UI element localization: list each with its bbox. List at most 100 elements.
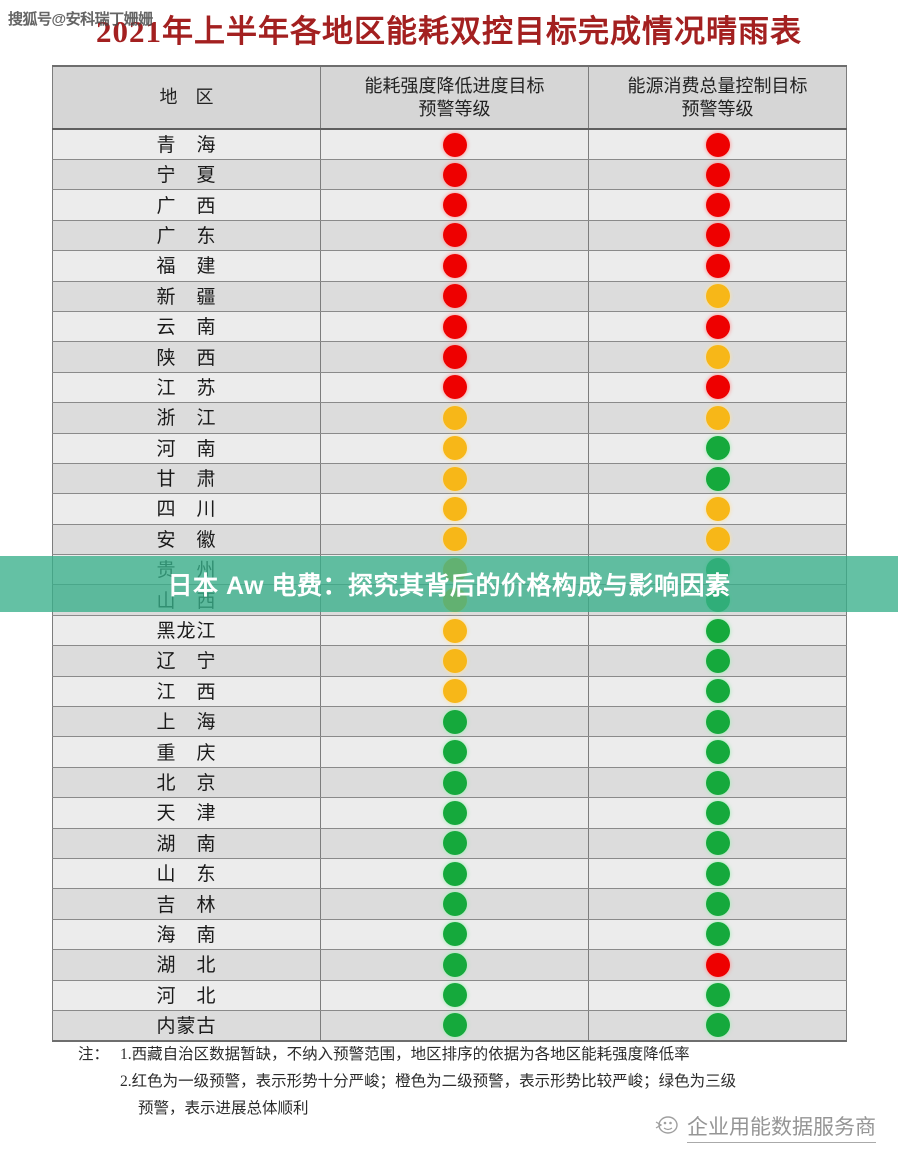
total-status-cell xyxy=(588,949,847,981)
status-dot-green-icon xyxy=(705,922,730,947)
region-name-cell: 云 南 xyxy=(52,310,321,343)
status-dot-green-icon xyxy=(442,770,467,795)
status-dot-red-icon xyxy=(705,952,730,977)
intensity-status-cell xyxy=(320,158,589,191)
table-row: 陕 西 xyxy=(52,341,847,373)
table-row: 广 西 xyxy=(52,189,847,221)
table-row: 青 海 xyxy=(52,128,847,160)
status-dot-green-icon xyxy=(442,922,467,947)
intensity-status-cell xyxy=(320,736,589,768)
region-name-cell: 重 庆 xyxy=(52,736,321,768)
status-dot-green-icon xyxy=(442,831,467,856)
status-dot-green-icon xyxy=(705,983,730,1008)
status-dot-red-icon xyxy=(442,284,467,309)
table-row: 河 北 xyxy=(52,979,847,1011)
table-row: 天 津 xyxy=(52,797,847,829)
table-row: 山 东 xyxy=(52,857,847,890)
status-dot-red-icon xyxy=(442,193,467,218)
table-row: 新 疆 xyxy=(52,280,847,312)
region-name-cell: 上 海 xyxy=(52,706,321,738)
status-dot-orange-icon xyxy=(442,527,467,552)
table-row: 四 川 xyxy=(52,493,847,525)
intensity-status-cell xyxy=(320,462,589,495)
region-name-cell: 天 津 xyxy=(52,797,321,829)
total-status-cell xyxy=(588,250,847,282)
status-dot-green-icon xyxy=(705,466,730,491)
intensity-status-cell xyxy=(320,766,589,799)
table-header-row: 地 区 能耗强度降低进度目标 预警等级 能源消费总量控制目标 预警等级 xyxy=(52,65,847,130)
total-status-cell xyxy=(588,857,847,890)
status-dot-green-icon xyxy=(442,983,467,1008)
status-dot-orange-icon xyxy=(705,527,730,552)
table-row: 江 西 xyxy=(52,675,847,708)
status-dot-red-icon xyxy=(705,132,730,157)
total-status-cell xyxy=(588,706,847,738)
total-status-cell xyxy=(588,219,847,252)
status-dot-green-icon xyxy=(442,709,467,734)
status-dot-red-icon xyxy=(442,375,467,400)
intensity-status-cell xyxy=(320,219,589,252)
table-row: 江 苏 xyxy=(52,371,847,404)
status-dot-red-icon xyxy=(442,132,467,157)
brand-logo-icon xyxy=(654,1113,680,1142)
column-header-region: 地 区 xyxy=(52,65,321,130)
total-status-cell xyxy=(588,493,847,525)
status-dot-green-icon xyxy=(705,679,730,704)
intensity-status-cell xyxy=(320,949,589,981)
status-dot-green-icon xyxy=(705,831,730,856)
status-dot-red-icon xyxy=(442,314,467,339)
region-name-cell: 安 徽 xyxy=(52,523,321,556)
table-row: 重 庆 xyxy=(52,736,847,768)
status-dot-red-icon xyxy=(705,314,730,339)
table-row: 甘 肃 xyxy=(52,462,847,495)
status-dot-orange-icon xyxy=(705,496,730,521)
region-name-cell: 四 川 xyxy=(52,493,321,525)
energy-warning-table: 地 区 能耗强度降低进度目标 预警等级 能源消费总量控制目标 预警等级 青 海宁… xyxy=(52,65,847,1042)
column-header-total-line1: 能源消费总量控制目标 xyxy=(627,76,808,96)
intensity-status-cell xyxy=(320,706,589,738)
column-header-region-label: 地 区 xyxy=(159,87,214,108)
total-status-cell xyxy=(588,432,847,464)
column-header-intensity-line1: 能耗强度降低进度目标 xyxy=(364,76,545,96)
intensity-status-cell xyxy=(320,402,589,434)
total-status-cell xyxy=(588,128,847,160)
table-row: 海 南 xyxy=(52,918,847,951)
status-dot-green-icon xyxy=(705,861,730,886)
status-dot-red-icon xyxy=(705,375,730,400)
status-dot-green-icon xyxy=(705,618,730,643)
note-1-text: 1.西藏自治区数据暂缺，不纳入预警范围，地区排序的依据为各地区能耗强度降低率 xyxy=(120,1046,690,1063)
status-dot-green-icon xyxy=(442,740,467,765)
table-row: 黑龙江 xyxy=(52,614,847,647)
intensity-status-cell xyxy=(320,979,589,1011)
table-row: 湖 北 xyxy=(52,949,847,981)
status-dot-orange-icon xyxy=(442,648,467,673)
table-row: 湖 南 xyxy=(52,827,847,859)
total-status-cell xyxy=(588,888,847,920)
region-name-cell: 吉 林 xyxy=(52,888,321,920)
status-dot-red-icon xyxy=(442,223,467,248)
table-row: 内蒙古 xyxy=(52,1009,847,1042)
intensity-status-cell xyxy=(320,341,589,373)
table-row: 广 东 xyxy=(52,219,847,252)
status-dot-orange-icon xyxy=(705,284,730,309)
overlay-banner-text: 日本 Aw 电费：探究其背后的价格构成与影响因素 xyxy=(167,572,731,600)
total-status-cell xyxy=(588,523,847,556)
status-dot-red-icon xyxy=(705,253,730,278)
region-name-cell: 江 西 xyxy=(52,675,321,708)
intensity-status-cell xyxy=(320,189,589,221)
column-header-intensity: 能耗强度降低进度目标 预警等级 xyxy=(320,65,589,130)
intensity-status-cell xyxy=(320,797,589,829)
region-name-cell: 新 疆 xyxy=(52,280,321,312)
status-dot-red-icon xyxy=(705,162,730,187)
region-name-cell: 广 西 xyxy=(52,189,321,221)
region-name-cell: 甘 肃 xyxy=(52,462,321,495)
intensity-status-cell xyxy=(320,827,589,859)
total-status-cell xyxy=(588,797,847,829)
status-dot-green-icon xyxy=(442,952,467,977)
region-name-cell: 宁 夏 xyxy=(52,158,321,191)
intensity-status-cell xyxy=(320,614,589,647)
sohu-watermark: 搜狐号@安科瑞丁姗姗 xyxy=(8,11,153,28)
region-name-cell: 青 海 xyxy=(52,128,321,160)
status-dot-green-icon xyxy=(705,892,730,917)
note-1: 注： 1.西藏自治区数据暂缺，不纳入预警范围，地区排序的依据为各地区能耗强度降低… xyxy=(78,1046,868,1064)
